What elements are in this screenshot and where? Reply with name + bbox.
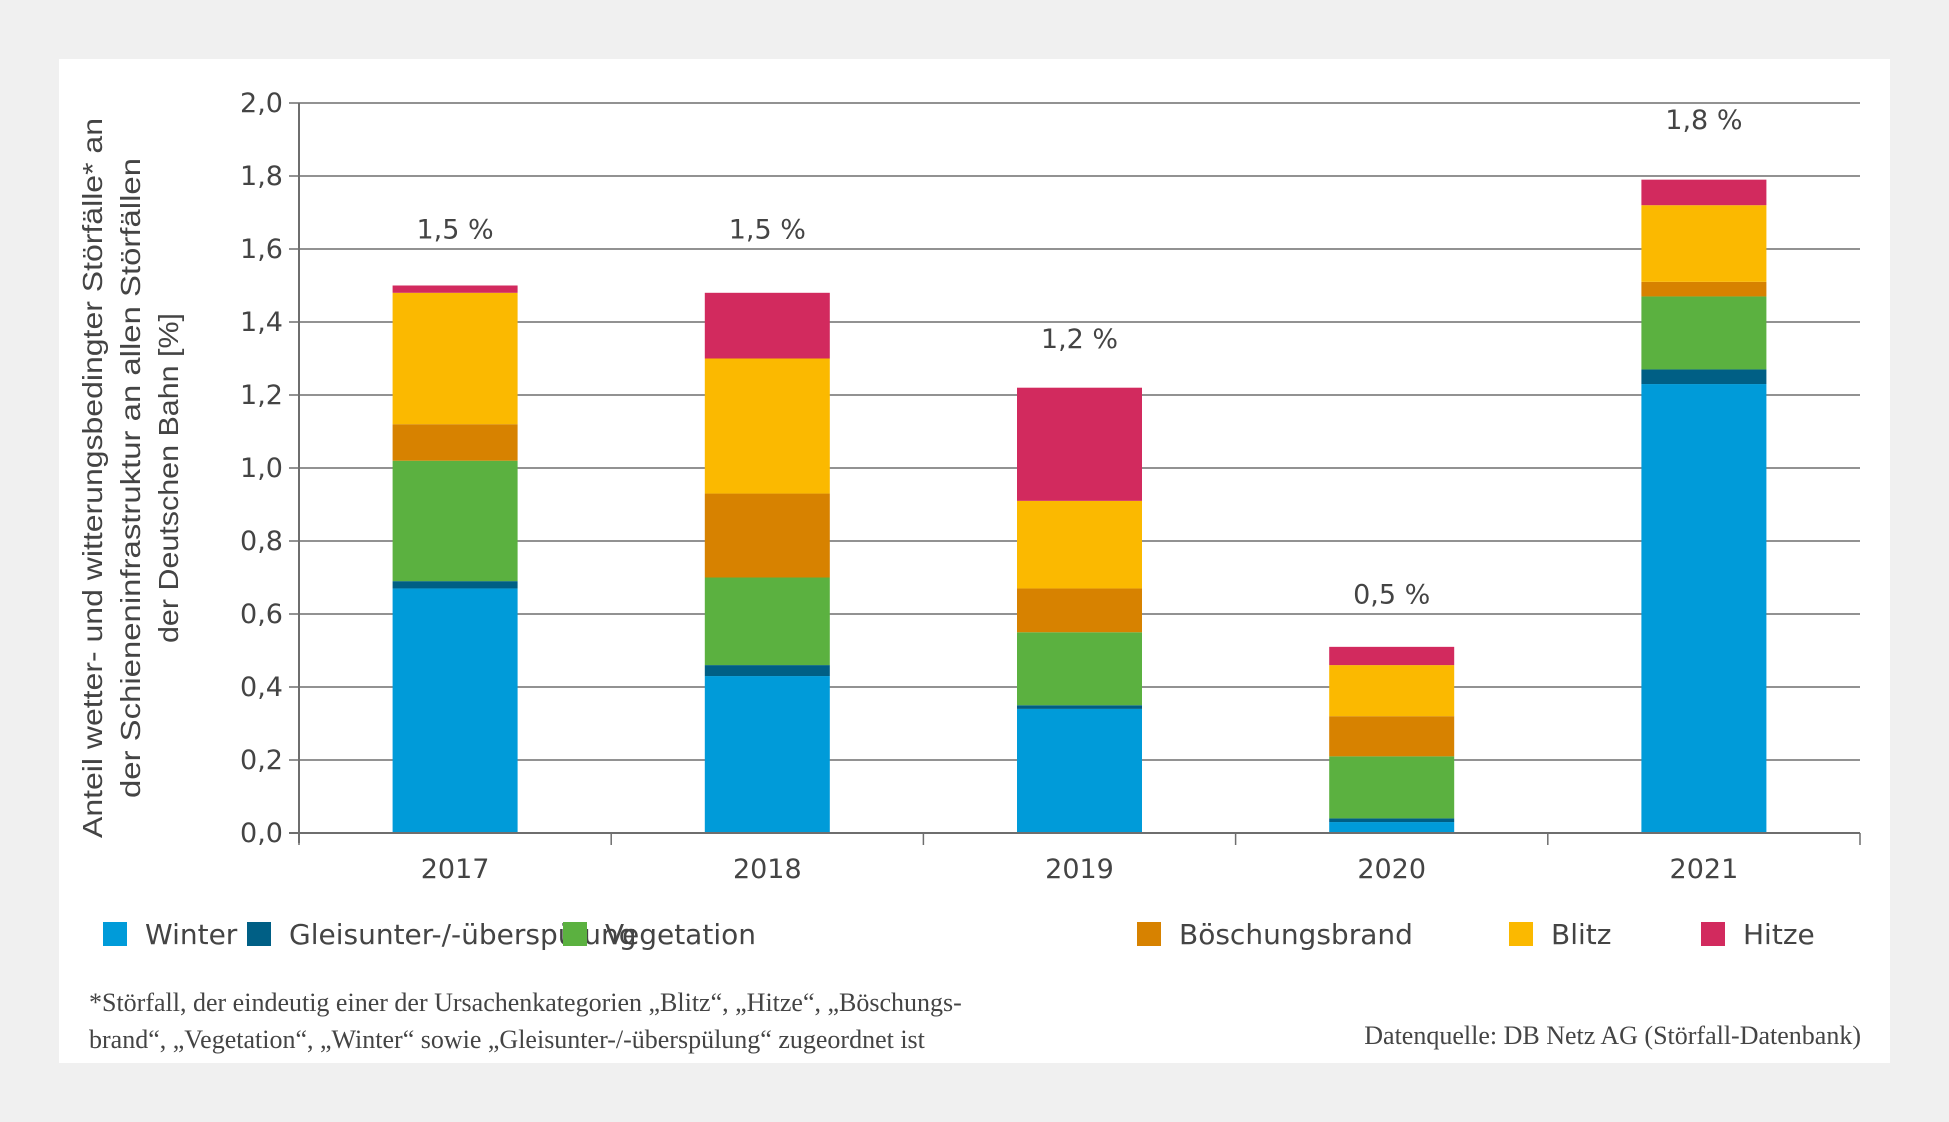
bar-segment: [392, 588, 518, 833]
footnote-line-1: *Störfall, der eindeutig einer der Ursac…: [89, 988, 962, 1017]
legend-swatch: [1509, 922, 1533, 946]
bar-stack-2018: [704, 292, 830, 833]
y-tick-label: 1,4: [240, 307, 283, 338]
y-axis-title-line: Anteil wetter- und witterungsbedingter S…: [77, 118, 108, 838]
total-label: 1,5 %: [417, 215, 494, 246]
legend-label: Blitz: [1551, 918, 1611, 951]
y-axis-ticks: 0,0 0,2 0,4 0,6 0,8 1,0 1,2 1,4 1,6 1,8 2,0: [240, 88, 299, 849]
bar-segment: [704, 665, 830, 677]
y-axis-title: Anteil wetter- und witterungsbedingter S…: [77, 118, 184, 838]
y-tick-label: 2,0: [240, 88, 283, 119]
y-tick-label: 0,8: [240, 526, 283, 557]
bar-segment: [1641, 296, 1767, 370]
y-tick-label: 1,0: [240, 453, 283, 484]
x-tick-label: 2017: [421, 854, 490, 885]
y-tick-label: 1,8: [240, 161, 283, 192]
legend-item: Hitze: [1701, 918, 1815, 951]
x-axis-labels: 2017 2018 2019 2020 2021: [421, 854, 1739, 885]
bar-segment: [704, 676, 830, 833]
x-tick-label: 2018: [733, 854, 802, 885]
total-labels: 1,5 % 1,5 % 1,2 % 0,5 % 1,8 %: [417, 105, 1743, 611]
legend-label: Winter: [145, 918, 238, 951]
x-tick-label: 2019: [1045, 854, 1114, 885]
legend-item: Vegetation: [563, 918, 756, 951]
stacked-bar-chart: 0,00,20,40,60,81,01,21,41,61,82,0 2017 20…: [77, 88, 1861, 951]
legend: Winter Gleisunter-/-überspülungVegetation…: [103, 918, 1815, 951]
bar-segment: [1329, 756, 1455, 819]
y-axis-title-line: der Deutschen Bahn [%]: [153, 313, 184, 643]
chart-card: 0,0 0,2 0,4 0,6 0,8 1,0 1,2 1,4 1,6 1,8 2,0 2017 20…: [59, 59, 1890, 1063]
x-tick-label: 2021: [1670, 854, 1739, 885]
bar-segment: [1329, 822, 1455, 833]
bar-segment: [392, 581, 518, 589]
bar-segment: [704, 358, 830, 494]
bar-segment: [1641, 179, 1767, 206]
bar-segment: [1017, 588, 1142, 633]
bar-segment: [392, 285, 518, 293]
bar-segment: [1641, 281, 1767, 297]
footnote: *Störfall, der eindeutig einer der Ursac…: [89, 984, 1189, 1058]
legend-swatch: [563, 922, 587, 946]
legend-label: Böschungsbrand: [1179, 918, 1413, 951]
bar-segment: [1329, 646, 1455, 666]
bar-segment: [1329, 716, 1455, 757]
legend-swatch: [1137, 922, 1161, 946]
bar-segment: [1017, 632, 1142, 706]
footnote-line-2: brand“, „Vegetation“, „Winter“ sowie „Gl…: [89, 1025, 925, 1054]
bar-segment: [1641, 205, 1767, 282]
x-tick-label: 2020: [1357, 854, 1426, 885]
bar-stack-2021: [1641, 179, 1767, 833]
legend-label: Hitze: [1743, 918, 1815, 951]
y-tick-label: 1,2: [240, 380, 283, 411]
total-label: 1,8 %: [1665, 105, 1742, 136]
bar-segment: [1017, 708, 1142, 833]
bar-segment: [704, 577, 830, 666]
bar-stack-2017: [392, 285, 518, 833]
legend-swatch: [247, 922, 271, 946]
y-tick-label: 0,0: [240, 818, 283, 849]
bar-segment: [1017, 705, 1142, 709]
bar-segment: [704, 493, 830, 578]
bar-segment: [704, 292, 830, 359]
y-tick-label: 0,4: [240, 672, 283, 703]
bar-segment: [1329, 818, 1455, 823]
bar-segment: [1329, 665, 1455, 717]
y-tick-label: 0,6: [240, 599, 283, 630]
bars: [392, 179, 1767, 833]
y-axis-title-line: der Schieneninfrastruktur an allen Störf…: [115, 158, 146, 798]
bar-segment: [1641, 384, 1767, 833]
bar-segment: [392, 424, 518, 461]
bar-segment: [1017, 387, 1142, 501]
bar-stack-2019: [1017, 387, 1142, 833]
total-label: 1,2 %: [1041, 324, 1118, 355]
legend-label: Vegetation: [605, 918, 756, 951]
axes: [289, 103, 1861, 845]
total-label: 0,5 %: [1353, 580, 1430, 611]
legend-item: Blitz: [1509, 918, 1611, 951]
bar-segment: [392, 460, 518, 582]
bar-segment: [392, 292, 518, 425]
y-tick-label: 0,2: [240, 745, 283, 776]
bar-stack-2020: [1329, 646, 1455, 833]
bar-segment: [1017, 500, 1142, 589]
legend-item: Böschungsbrand: [1137, 918, 1413, 951]
legend-item: Winter: [103, 918, 238, 951]
y-tick-label: 1,6: [240, 234, 283, 265]
legend-swatch: [103, 922, 127, 946]
data-source: Datenquelle: DB Netz AG (Störfall-Datenb…: [1364, 1021, 1861, 1050]
bar-segment: [1641, 369, 1767, 385]
legend-swatch: [1701, 922, 1725, 946]
total-label: 1,5 %: [729, 215, 806, 246]
